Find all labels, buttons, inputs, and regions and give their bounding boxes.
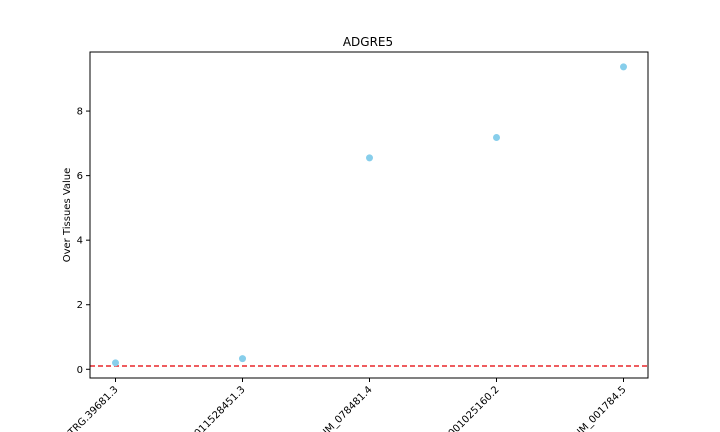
x-tick-label: NM_001784.5 bbox=[572, 384, 628, 432]
x-tick-label: NM_078481.4 bbox=[318, 384, 374, 432]
points-layer bbox=[112, 63, 627, 367]
y-tick-label: 2 bbox=[77, 300, 83, 311]
data-point bbox=[366, 154, 373, 162]
data-point bbox=[239, 355, 246, 363]
y-axis: 0 2 4 6 8 bbox=[77, 107, 90, 376]
y-tick-label: 4 bbox=[77, 236, 83, 247]
y-axis-label: Over Tissues Value bbox=[62, 168, 73, 263]
x-tick-label: ENSTRG.39681.3 bbox=[52, 384, 120, 432]
y-tick-label: 0 bbox=[77, 365, 83, 376]
data-point bbox=[493, 134, 500, 142]
data-point bbox=[620, 63, 627, 71]
data-point bbox=[112, 359, 119, 367]
plot-area bbox=[89, 51, 649, 379]
chart-title: ADGRE5 bbox=[343, 35, 393, 49]
x-tick-label: NM_001025160.2 bbox=[432, 384, 502, 432]
x-tick-label: XM_011528451.3 bbox=[178, 384, 247, 432]
y-tick-label: 8 bbox=[77, 107, 83, 118]
x-axis: ENSTRG.39681.3 XM_011528451.3 NM_078481.4 N… bbox=[52, 378, 629, 432]
y-tick-label: 6 bbox=[77, 171, 83, 182]
